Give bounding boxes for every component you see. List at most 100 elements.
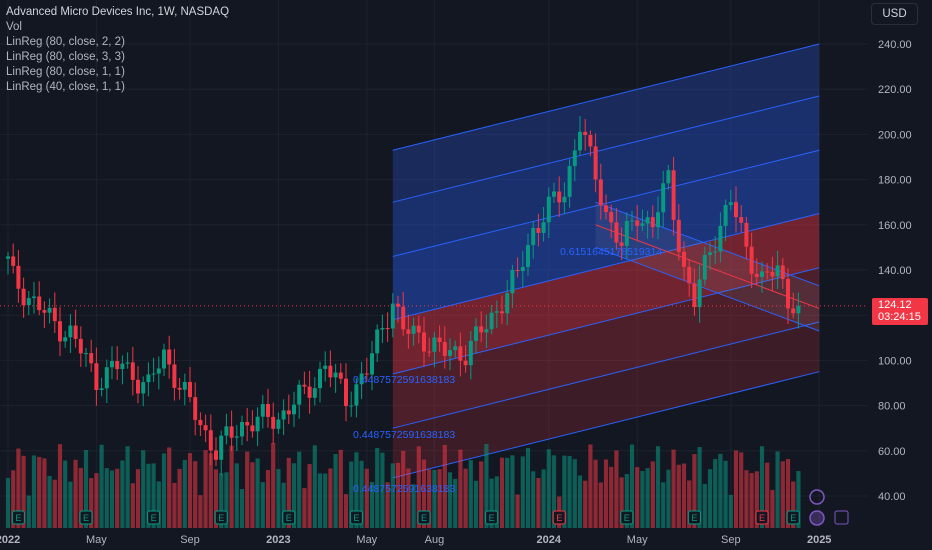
candle[interactable]	[16, 265, 21, 289]
candle[interactable]	[396, 303, 400, 307]
candle[interactable]	[198, 419, 203, 426]
candle[interactable]	[562, 196, 567, 203]
candle[interactable]	[661, 183, 666, 213]
candle[interactable]	[687, 266, 692, 284]
candle[interactable]	[120, 363, 125, 370]
candle[interactable]	[760, 271, 764, 277]
candle[interactable]	[385, 328, 390, 330]
candle[interactable]	[630, 220, 634, 222]
candle[interactable]	[281, 410, 286, 420]
candle[interactable]	[11, 256, 16, 266]
price-axis[interactable]	[870, 0, 932, 550]
candle[interactable]	[266, 404, 270, 417]
candle[interactable]	[437, 337, 442, 343]
candle[interactable]	[349, 405, 354, 407]
candle[interactable]	[791, 308, 796, 314]
candle[interactable]	[708, 252, 712, 255]
candle[interactable]	[208, 430, 213, 451]
candle[interactable]	[234, 436, 239, 438]
candle[interactable]	[146, 374, 151, 383]
candle[interactable]	[338, 372, 343, 379]
candle[interactable]	[645, 217, 650, 224]
candle[interactable]	[224, 426, 229, 436]
earnings-marker[interactable]	[147, 510, 161, 525]
candle[interactable]	[307, 386, 312, 398]
candle[interactable]	[619, 242, 624, 246]
candle[interactable]	[640, 223, 645, 226]
candle[interactable]	[328, 365, 333, 378]
candle[interactable]	[624, 221, 629, 246]
currency-button[interactable]: USD	[871, 3, 918, 25]
candle[interactable]	[84, 353, 88, 355]
candle[interactable]	[526, 245, 530, 267]
candle[interactable]	[89, 353, 94, 364]
candle[interactable]	[671, 170, 676, 220]
candle[interactable]	[302, 384, 307, 387]
earnings-marker[interactable]	[417, 510, 431, 525]
event-target-icon[interactable]	[809, 489, 825, 505]
candle[interactable]	[583, 131, 588, 136]
candle[interactable]	[229, 426, 234, 438]
candle[interactable]	[162, 349, 166, 369]
candle[interactable]	[130, 362, 135, 380]
candle[interactable]	[520, 266, 525, 272]
candle[interactable]	[588, 135, 593, 147]
time-axis[interactable]	[0, 530, 932, 550]
candle[interactable]	[494, 311, 499, 313]
candle[interactable]	[453, 346, 458, 351]
candle[interactable]	[63, 337, 68, 342]
candle[interactable]	[770, 271, 775, 277]
candle[interactable]	[484, 329, 489, 333]
candle[interactable]	[136, 379, 140, 394]
candle[interactable]	[656, 212, 660, 228]
candle[interactable]	[250, 425, 255, 432]
candle[interactable]	[427, 351, 432, 353]
candle[interactable]	[6, 256, 10, 259]
candle[interactable]	[546, 196, 551, 223]
candle[interactable]	[500, 311, 504, 314]
earnings-marker[interactable]	[552, 510, 566, 525]
candle[interactable]	[219, 435, 224, 460]
candle[interactable]	[78, 338, 83, 354]
candle[interactable]	[58, 321, 62, 342]
event-bolt-icon[interactable]	[809, 510, 825, 526]
candle[interactable]	[99, 388, 104, 390]
candle[interactable]	[468, 340, 473, 366]
candle[interactable]	[390, 303, 395, 329]
candle[interactable]	[510, 269, 515, 294]
candle[interactable]	[567, 166, 572, 197]
earnings-marker[interactable]	[485, 510, 499, 525]
candle[interactable]	[479, 326, 484, 333]
earnings-marker[interactable]	[620, 510, 634, 525]
indicator-vol[interactable]: Vol	[6, 21, 22, 33]
candle[interactable]	[203, 425, 208, 431]
candle[interactable]	[271, 416, 276, 429]
candle[interactable]	[359, 373, 364, 385]
earnings-marker[interactable]	[755, 510, 769, 525]
indicator-linreg-2[interactable]: LinReg (80, close, 3, 3)	[6, 51, 125, 63]
candle[interactable]	[52, 307, 57, 322]
candle[interactable]	[354, 384, 359, 406]
candle[interactable]	[744, 222, 749, 247]
candle[interactable]	[37, 296, 42, 311]
candle[interactable]	[786, 278, 790, 309]
candle[interactable]	[297, 384, 302, 405]
candle[interactable]	[463, 360, 468, 366]
candle[interactable]	[182, 381, 187, 390]
candle[interactable]	[177, 387, 182, 390]
candle[interactable]	[728, 202, 733, 206]
candle[interactable]	[432, 337, 437, 352]
candle[interactable]	[723, 205, 728, 226]
candle[interactable]	[32, 296, 36, 299]
candle[interactable]	[713, 251, 718, 253]
candle[interactable]	[572, 150, 577, 167]
candle[interactable]	[578, 131, 582, 151]
candle[interactable]	[718, 225, 723, 252]
candle[interactable]	[448, 350, 452, 356]
earnings-marker[interactable]	[11, 510, 25, 525]
candle[interactable]	[650, 217, 655, 228]
candle[interactable]	[193, 397, 198, 420]
candle[interactable]	[635, 220, 640, 226]
candle[interactable]	[489, 312, 494, 330]
